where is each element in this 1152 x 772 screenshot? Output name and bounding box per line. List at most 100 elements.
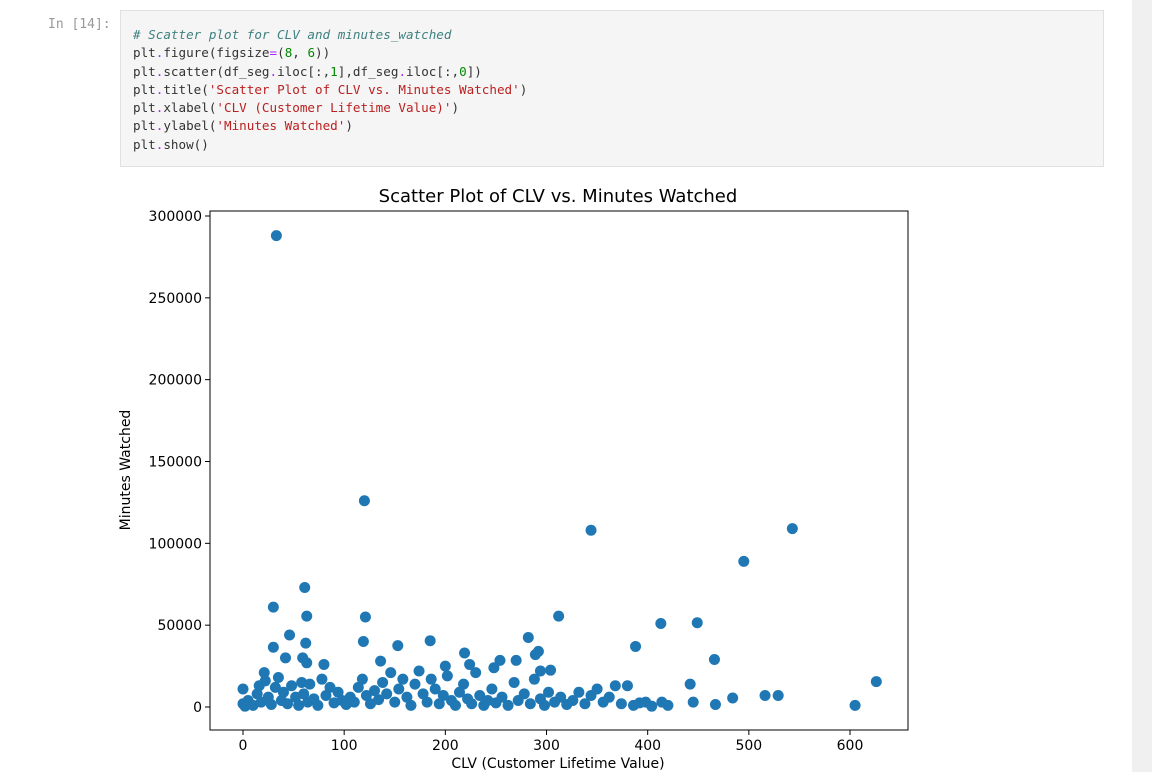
scatter-point [439,660,451,672]
scatter-point [585,524,597,536]
scatter-point [464,658,476,670]
scatter-point [279,652,291,664]
scatter-point [555,691,567,703]
code-token: plt [133,136,156,152]
scatter-point [518,688,530,700]
x-tick-label: 0 [239,738,248,754]
scatter-point [409,678,421,690]
y-tick-label: 200000 [149,373,202,389]
scatter-point [265,699,277,711]
scatter-point [630,640,642,652]
code-token: plt [133,100,156,116]
code-token: 6 [307,45,316,61]
code-token: ) [451,100,460,116]
scatter-point [356,673,368,685]
x-tick-label: 600 [837,738,864,754]
scatter-point [377,676,389,688]
scatter-point [486,683,498,695]
scatter-point [545,664,557,676]
scatter-point [259,675,271,687]
code-token: 'CLV (Customer Lifetime Value)' [216,100,452,116]
code-token: plt [133,118,156,134]
y-tick-label: 100000 [149,536,202,552]
y-tick-label: 300000 [149,209,202,225]
code-token: show() [163,136,209,152]
code-token: plt [133,63,156,79]
scatter-point [433,698,445,710]
y-tick-label: 50000 [157,618,202,634]
code-token: . [155,81,164,97]
code-token: . [155,136,164,152]
x-tick-label: 400 [634,738,661,754]
scatter-point [413,665,425,677]
scatter-point [870,676,882,688]
scatter-point [459,647,471,659]
y-tick-label: 0 [193,700,202,716]
scatter-point [397,673,409,685]
scatter-point [759,690,771,702]
x-tick-label: 100 [331,738,358,754]
scrollbar[interactable] [1132,0,1152,772]
scatter-point [401,691,413,703]
scatter-point [332,686,344,698]
scatter-point [691,617,703,629]
scatter-point [364,698,376,710]
scatter-point [320,690,332,702]
scatter-point [301,657,313,669]
scatter-point [646,700,658,712]
scatter-point [772,690,784,702]
plot-frame [209,210,909,731]
scatter-point [684,678,696,690]
scatter-point [494,654,506,666]
scatter-point [687,696,699,708]
scatter-point [270,230,282,242]
scatter-point [603,691,615,703]
scatter-point [312,699,324,711]
x-tick-label: 300 [533,738,560,754]
scatter-chart: Scatter Plot of CLV vs. Minutes Watched … [118,186,909,772]
code-token: )) [315,45,331,61]
code-cell[interactable]: # Scatter plot for CLV and minutes_watch… [120,10,1104,167]
code-token: ) [345,118,353,134]
scatter-point [529,649,541,661]
scatter-point [579,698,591,710]
scatter-point [524,698,536,710]
scatter-point [534,665,546,677]
scatter-point [284,629,296,641]
scatter-point [282,698,294,710]
x-tick-label: 500 [735,738,762,754]
scatter-point [522,631,534,643]
code-editor[interactable]: # Scatter plot for CLV and minutes_watch… [133,26,527,154]
code-token: ylabel( [163,118,217,134]
scatter-point [421,696,433,708]
scatter-point [359,611,371,623]
code-token: . [155,45,164,61]
scatter-point [474,690,486,702]
code-token: 0 [459,63,467,79]
code-token: plt [133,81,156,97]
code-line: plt.title('Scatter Plot of CLV vs. Minut… [133,81,527,99]
scatter-point [269,681,281,693]
code-token: # Scatter plot for CLV and minutes_watch… [133,27,452,42]
scatter-point [553,610,565,622]
code-token: . [155,100,164,116]
code-token: 'Minutes Watched' [216,118,346,134]
code-token: 8 [284,45,293,61]
scatter-point [709,699,721,711]
scatter-point [385,667,397,679]
scatter-point [381,688,393,700]
scatter-point [488,662,500,674]
scatter-point [293,699,305,711]
code-token: 'Scatter Plot of CLV vs. Minutes Watched… [208,81,520,97]
code-token: , [292,45,308,61]
code-token: plt [133,45,156,61]
scatter-point [621,680,633,692]
scatter-point [301,610,313,622]
scatter-point [393,683,405,695]
scatter-point [304,678,316,690]
code-token: figure(figsize [163,45,270,61]
scatter-point [258,667,270,679]
cell-prompt: In [14]: [48,17,111,32]
scatter-point [298,688,310,700]
code-line: # Scatter plot for CLV and minutes_watch… [133,26,527,44]
